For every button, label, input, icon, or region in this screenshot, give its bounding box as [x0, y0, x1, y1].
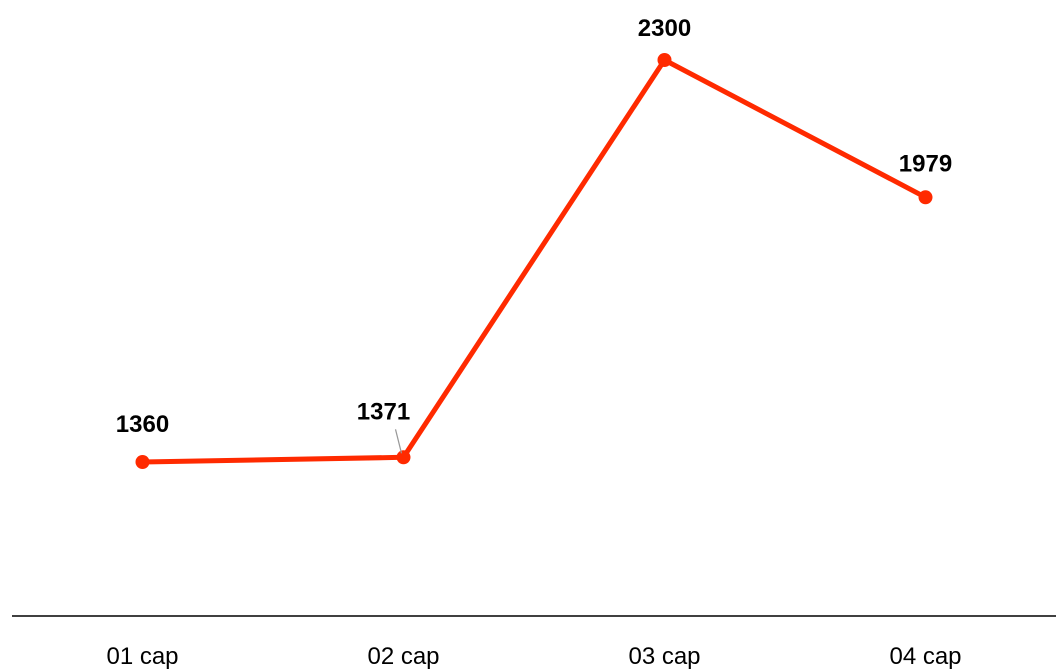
data-label-leader-line [394, 429, 403, 454]
x-tick-label: 01 cap [106, 643, 178, 670]
data-point [396, 450, 411, 465]
x-tick-label: 02 cap [367, 643, 439, 670]
data-label: 2300 [638, 15, 691, 42]
x-tick-layer: 01 cap 02 cap 03 cap 04 cap [106, 643, 961, 670]
data-label: 1360 [116, 411, 169, 438]
data-point [135, 455, 150, 469]
x-tick-label: 04 cap [889, 643, 961, 670]
series-line [140, 57, 928, 465]
x-tick-label: 03 cap [628, 643, 700, 670]
data-label: 1979 [899, 150, 952, 177]
data-label: 1371 [357, 398, 410, 425]
series-layer [135, 53, 933, 469]
data-point [657, 53, 672, 67]
data-point [918, 190, 933, 205]
data-label-layer: 1360 1371 2300 1979 [116, 15, 952, 454]
